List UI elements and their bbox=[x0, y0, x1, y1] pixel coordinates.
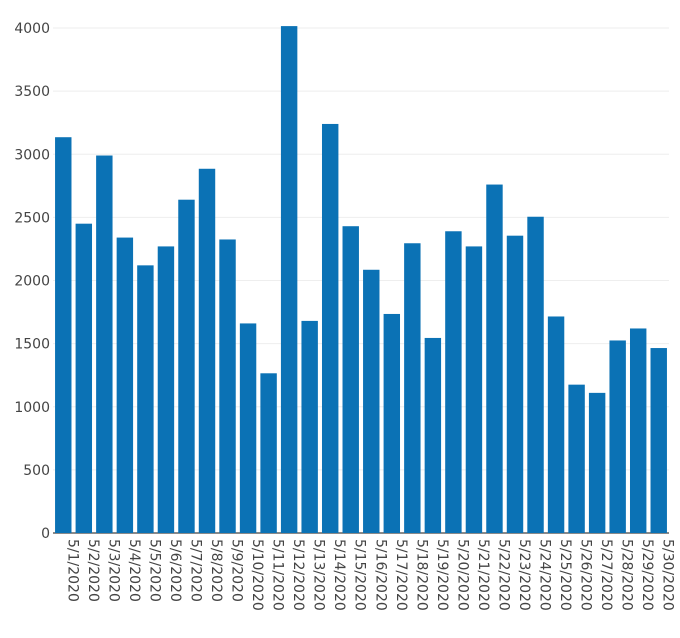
bar-5-3-2020 bbox=[96, 155, 113, 533]
y-axis: 0 500 1000 1500 2000 2500 3000 3500 4000 bbox=[14, 21, 50, 542]
x-tick-label: 5/11/2020 bbox=[270, 539, 286, 611]
x-tick-label: 5/19/2020 bbox=[434, 539, 450, 611]
x-tick-label: 5/5/2020 bbox=[146, 539, 162, 602]
x-tick-label: 5/28/2020 bbox=[619, 539, 635, 611]
y-tick-label: 1000 bbox=[14, 400, 50, 416]
x-tick-label: 5/25/2020 bbox=[557, 539, 573, 611]
x-tick-label: 5/22/2020 bbox=[495, 539, 511, 611]
bar-5-28-2020 bbox=[609, 340, 626, 533]
bar-5-6-2020 bbox=[157, 246, 175, 533]
bar-5-18-2020 bbox=[404, 243, 421, 533]
x-tick-label: 5/15/2020 bbox=[352, 539, 368, 611]
bar-5-26-2020 bbox=[568, 384, 585, 533]
x-tick-label: 5/17/2020 bbox=[393, 539, 409, 611]
gridlines bbox=[53, 27, 669, 534]
bar-5-2-2020 bbox=[75, 223, 93, 533]
bar-5-27-2020 bbox=[588, 392, 606, 533]
bar-5-13-2020 bbox=[301, 320, 318, 533]
bar-5-29-2020 bbox=[629, 328, 647, 533]
x-tick-label: 5/29/2020 bbox=[639, 539, 655, 611]
x-tick-label: 5/13/2020 bbox=[311, 539, 327, 611]
bar-5-11-2020 bbox=[260, 373, 277, 533]
bar-5-14-2020 bbox=[321, 123, 339, 533]
bar-5-9-2020 bbox=[219, 239, 236, 533]
bar-5-5-2020 bbox=[137, 265, 154, 533]
bar-5-7-2020 bbox=[178, 199, 195, 533]
x-tick-label: 5/14/2020 bbox=[331, 539, 347, 611]
x-tick-label: 5/8/2020 bbox=[208, 539, 224, 602]
bar-5-12-2020 bbox=[280, 26, 298, 533]
bar-5-8-2020 bbox=[198, 168, 216, 534]
x-tick-label: 5/24/2020 bbox=[537, 539, 553, 611]
bar-5-15-2020 bbox=[342, 226, 359, 533]
x-tick-label: 5/26/2020 bbox=[578, 539, 594, 611]
y-tick-label: 500 bbox=[23, 463, 50, 479]
bar-5-16-2020 bbox=[363, 269, 380, 533]
bar-5-23-2020 bbox=[506, 235, 524, 533]
x-tick-label: 5/7/2020 bbox=[187, 539, 203, 602]
x-tick-label: 5/23/2020 bbox=[516, 539, 532, 611]
bar-5-22-2020 bbox=[486, 184, 503, 534]
bar-5-19-2020 bbox=[424, 337, 442, 533]
bar-5-25-2020 bbox=[547, 316, 565, 533]
x-tick-label: 5/27/2020 bbox=[598, 539, 614, 611]
x-tick-label: 5/18/2020 bbox=[413, 539, 429, 611]
x-tick-label: 5/9/2020 bbox=[229, 539, 245, 602]
bar-5-21-2020 bbox=[465, 246, 483, 533]
x-tick-label: 5/10/2020 bbox=[249, 539, 265, 611]
y-tick-label: 3000 bbox=[14, 147, 50, 163]
y-tick-label: 3500 bbox=[14, 84, 50, 100]
bar-5-30-2020 bbox=[650, 348, 667, 533]
y-tick-label: 2500 bbox=[14, 210, 50, 226]
x-tick-label: 5/30/2020 bbox=[660, 539, 676, 611]
bar-5-10-2020 bbox=[239, 323, 257, 533]
x-tick-label: 5/21/2020 bbox=[475, 539, 491, 611]
bar-5-4-2020 bbox=[116, 237, 134, 533]
x-tick-label: 5/16/2020 bbox=[372, 539, 388, 611]
y-tick-label: 2000 bbox=[14, 274, 50, 290]
x-tick-label: 5/6/2020 bbox=[167, 539, 183, 602]
y-tick-label: 1500 bbox=[14, 337, 50, 353]
x-tick-label: 5/2/2020 bbox=[85, 539, 101, 602]
bar-5-20-2020 bbox=[445, 231, 462, 533]
x-axis: 5/1/2020 5/2/2020 5/3/2020 5/4/2020 5/5/2020… bbox=[64, 539, 675, 611]
bar-5-1-2020 bbox=[55, 137, 72, 534]
y-tick-label: 0 bbox=[41, 526, 50, 542]
x-tick-label: 5/4/2020 bbox=[126, 539, 142, 602]
bar-5-24-2020 bbox=[527, 216, 544, 533]
bars bbox=[55, 26, 667, 534]
y-tick-label: 4000 bbox=[14, 21, 50, 37]
bar-5-17-2020 bbox=[383, 313, 401, 533]
x-tick-label: 5/12/2020 bbox=[290, 539, 306, 611]
x-tick-label: 5/1/2020 bbox=[64, 539, 80, 602]
x-tick-label: 5/3/2020 bbox=[105, 539, 121, 602]
x-tick-label: 5/20/2020 bbox=[454, 539, 470, 611]
